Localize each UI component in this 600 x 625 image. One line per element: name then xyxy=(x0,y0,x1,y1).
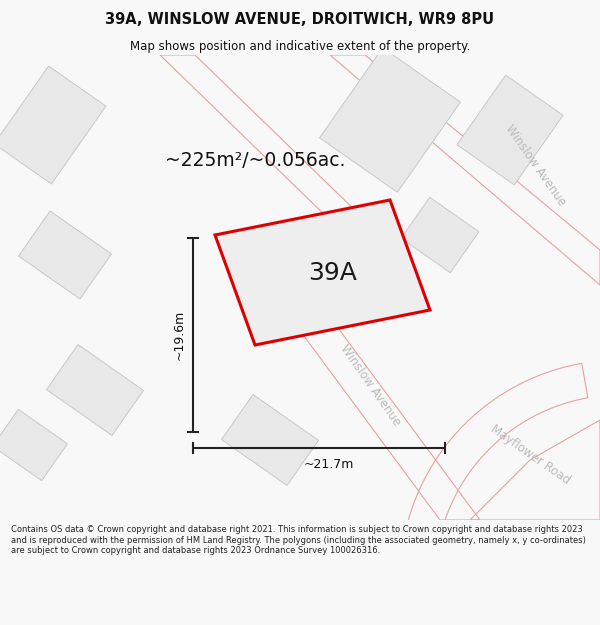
Text: ~21.7m: ~21.7m xyxy=(304,458,354,471)
Polygon shape xyxy=(320,48,460,192)
Text: ~19.6m: ~19.6m xyxy=(173,310,185,360)
Polygon shape xyxy=(401,198,479,272)
Text: Contains OS data © Crown copyright and database right 2021. This information is : Contains OS data © Crown copyright and d… xyxy=(11,525,586,555)
Text: ~225m²/~0.056ac.: ~225m²/~0.056ac. xyxy=(165,151,346,169)
Polygon shape xyxy=(19,211,112,299)
Polygon shape xyxy=(0,409,67,481)
Polygon shape xyxy=(0,66,106,184)
Polygon shape xyxy=(215,200,430,345)
Text: 39A, WINSLOW AVENUE, DROITWICH, WR9 8PU: 39A, WINSLOW AVENUE, DROITWICH, WR9 8PU xyxy=(106,12,494,27)
Polygon shape xyxy=(221,394,319,486)
Text: Map shows position and indicative extent of the property.: Map shows position and indicative extent… xyxy=(130,39,470,52)
Text: Winslow Avenue: Winslow Avenue xyxy=(502,122,568,208)
Text: Mayflower Road: Mayflower Road xyxy=(488,422,572,488)
Polygon shape xyxy=(457,75,563,185)
Text: Winslow Avenue: Winslow Avenue xyxy=(337,342,403,428)
Text: 39A: 39A xyxy=(308,261,357,284)
Polygon shape xyxy=(46,344,143,436)
